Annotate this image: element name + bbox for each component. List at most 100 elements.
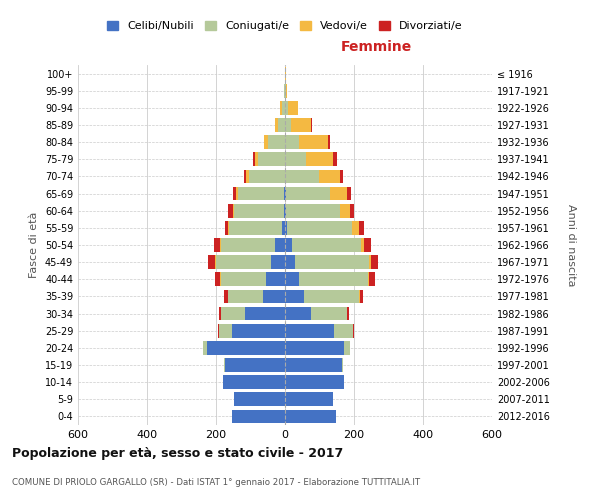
Bar bbox=[291, 118, 311, 132]
Bar bbox=[284, 186, 285, 200]
Bar bbox=[285, 66, 286, 80]
Bar bbox=[275, 118, 278, 132]
Bar bbox=[258, 152, 285, 166]
Bar bbox=[364, 238, 371, 252]
Bar bbox=[228, 221, 229, 234]
Bar bbox=[330, 186, 347, 200]
Bar bbox=[284, 204, 285, 218]
Bar bbox=[359, 290, 360, 304]
Bar bbox=[271, 256, 285, 269]
Bar bbox=[266, 272, 285, 286]
Bar bbox=[292, 238, 361, 252]
Bar bbox=[215, 256, 216, 269]
Bar bbox=[233, 186, 236, 200]
Bar bbox=[221, 306, 245, 320]
Bar bbox=[228, 290, 263, 304]
Bar bbox=[233, 204, 284, 218]
Bar bbox=[234, 392, 285, 406]
Bar bbox=[249, 170, 285, 183]
Bar bbox=[281, 101, 285, 114]
Bar bbox=[368, 272, 369, 286]
Bar bbox=[215, 272, 220, 286]
Bar bbox=[284, 84, 285, 98]
Bar bbox=[350, 204, 355, 218]
Bar bbox=[219, 306, 221, 320]
Bar bbox=[285, 84, 286, 98]
Bar bbox=[208, 256, 215, 269]
Bar bbox=[268, 136, 285, 149]
Bar bbox=[232, 410, 285, 424]
Bar bbox=[307, 152, 334, 166]
Bar bbox=[347, 306, 349, 320]
Bar bbox=[311, 306, 347, 320]
Text: COMUNE DI PRIOLO GARGALLO (SR) - Dati ISTAT 1° gennaio 2017 - Elaborazione TUTTI: COMUNE DI PRIOLO GARGALLO (SR) - Dati IS… bbox=[12, 478, 420, 487]
Bar bbox=[232, 324, 285, 338]
Bar bbox=[344, 341, 350, 354]
Bar bbox=[285, 306, 311, 320]
Bar bbox=[361, 238, 364, 252]
Bar bbox=[245, 306, 285, 320]
Bar bbox=[359, 221, 364, 234]
Bar bbox=[229, 221, 282, 234]
Bar bbox=[285, 118, 291, 132]
Bar bbox=[285, 272, 299, 286]
Bar bbox=[221, 238, 275, 252]
Bar bbox=[224, 221, 228, 234]
Bar bbox=[203, 341, 208, 354]
Bar bbox=[286, 204, 340, 218]
Bar bbox=[285, 410, 336, 424]
Bar bbox=[223, 376, 285, 389]
Bar bbox=[285, 170, 319, 183]
Bar bbox=[334, 152, 337, 166]
Bar bbox=[246, 170, 249, 183]
Bar bbox=[286, 186, 330, 200]
Bar bbox=[285, 392, 334, 406]
Bar bbox=[218, 324, 219, 338]
Bar bbox=[319, 170, 340, 183]
Bar bbox=[221, 272, 266, 286]
Bar bbox=[340, 170, 343, 183]
Text: Popolazione per età, sesso e stato civile - 2017: Popolazione per età, sesso e stato civil… bbox=[12, 448, 343, 460]
Bar bbox=[238, 186, 284, 200]
Bar bbox=[280, 101, 281, 114]
Bar bbox=[288, 101, 298, 114]
Bar bbox=[285, 136, 299, 149]
Text: Femmine: Femmine bbox=[340, 40, 412, 54]
Bar bbox=[285, 290, 304, 304]
Bar bbox=[244, 170, 246, 183]
Bar bbox=[285, 101, 288, 114]
Bar bbox=[265, 136, 268, 149]
Bar bbox=[286, 84, 287, 98]
Bar bbox=[282, 221, 285, 234]
Bar bbox=[208, 341, 285, 354]
Bar bbox=[275, 238, 285, 252]
Bar bbox=[220, 272, 221, 286]
Bar bbox=[263, 136, 265, 149]
Bar bbox=[224, 358, 285, 372]
Bar bbox=[216, 256, 271, 269]
Bar bbox=[285, 152, 307, 166]
Bar bbox=[334, 324, 353, 338]
Bar bbox=[285, 324, 334, 338]
Bar bbox=[285, 341, 344, 354]
Bar bbox=[353, 324, 354, 338]
Bar bbox=[285, 238, 292, 252]
Bar bbox=[369, 272, 375, 286]
Bar bbox=[299, 136, 328, 149]
Bar bbox=[263, 290, 285, 304]
Bar bbox=[220, 324, 232, 338]
Bar bbox=[253, 152, 254, 166]
Bar bbox=[295, 256, 369, 269]
Bar bbox=[228, 204, 233, 218]
Bar bbox=[287, 221, 352, 234]
Bar bbox=[347, 186, 350, 200]
Bar bbox=[285, 376, 344, 389]
Bar bbox=[360, 290, 362, 304]
Bar bbox=[214, 238, 220, 252]
Bar bbox=[369, 256, 371, 269]
Bar bbox=[278, 118, 285, 132]
Bar bbox=[224, 290, 228, 304]
Bar bbox=[285, 221, 287, 234]
Bar bbox=[220, 238, 221, 252]
Bar bbox=[285, 358, 342, 372]
